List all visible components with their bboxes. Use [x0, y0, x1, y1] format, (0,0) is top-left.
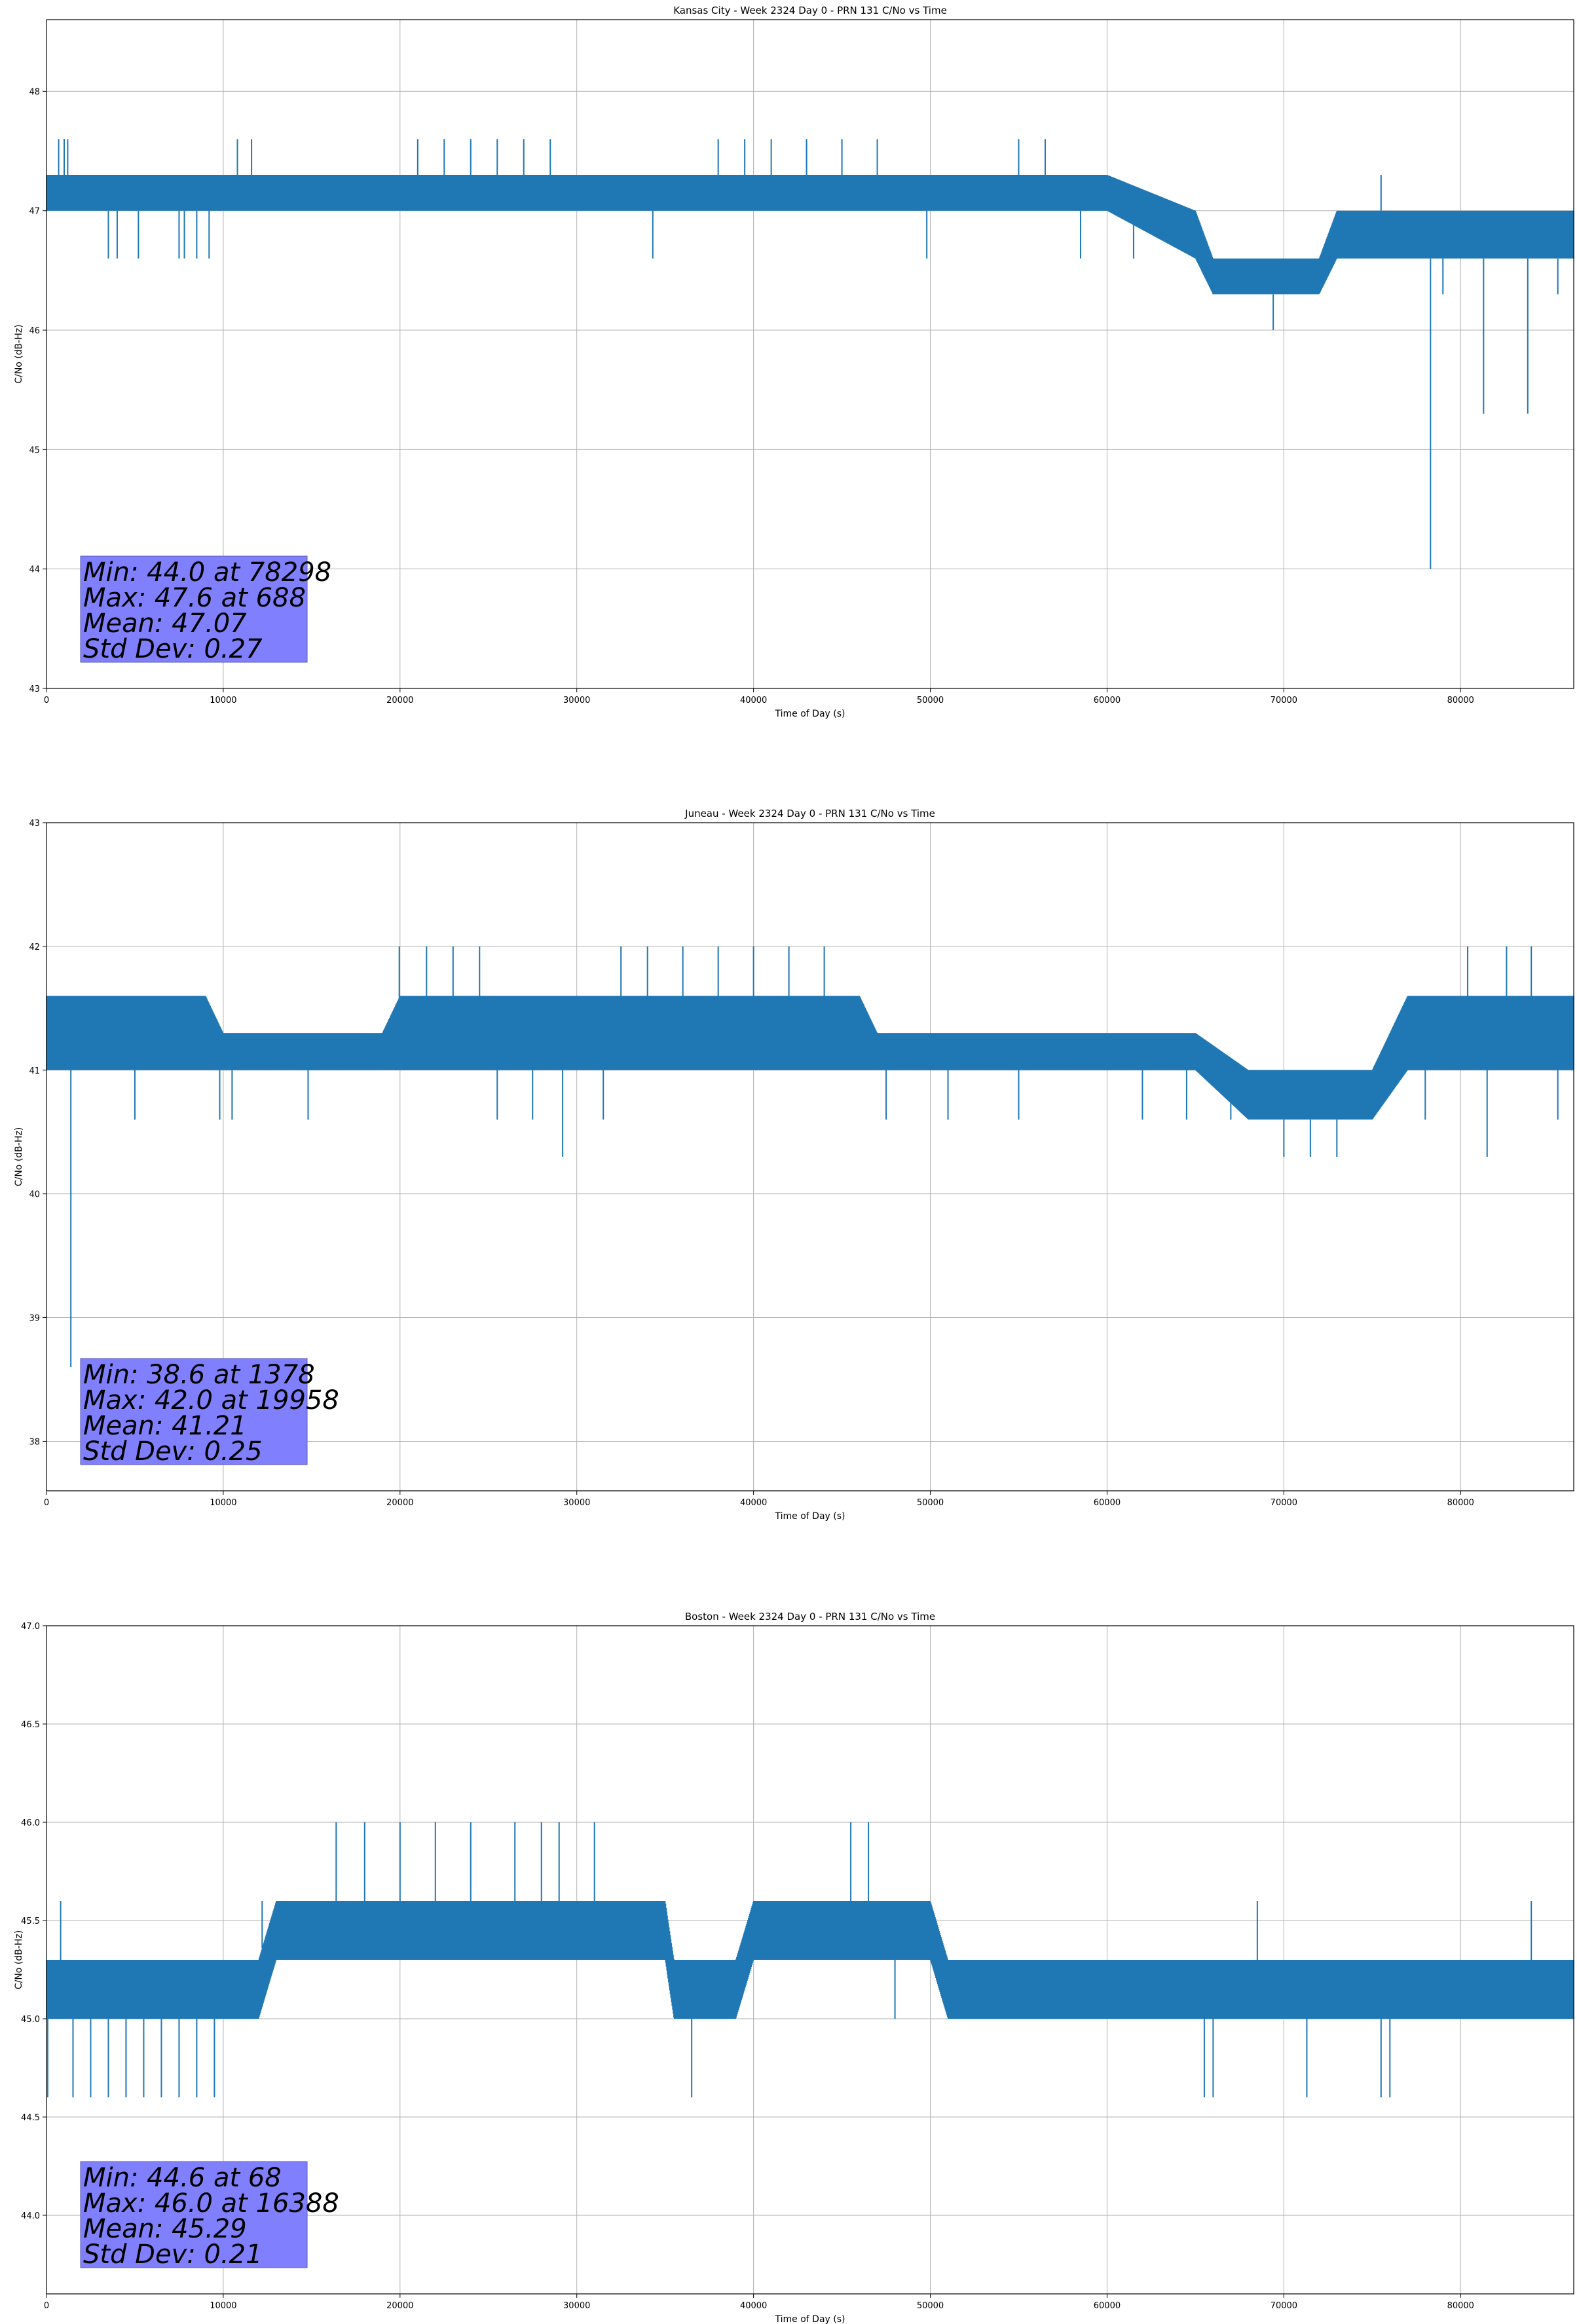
stats-line: Mean: 45.29	[83, 2214, 247, 2244]
y-tick-label: 44.5	[21, 2113, 40, 2123]
stats-box	[80, 2161, 308, 2268]
stats-line: Std Dev: 0.27	[83, 634, 263, 664]
x-tick-label: 50000	[917, 696, 944, 705]
x-tick-label: 30000	[563, 696, 590, 705]
y-tick-label: 42	[29, 943, 40, 952]
x-tick-label: 80000	[1447, 1498, 1474, 1508]
chart-kansas-city: Kansas City - Week 2324 Day 0 - PRN 131 …	[14, 5, 1574, 719]
x-tick-label: 20000	[386, 1498, 413, 1508]
y-tick-label: 46	[29, 326, 40, 336]
x-tick-label: 40000	[740, 1498, 767, 1508]
y-tick-label: 47.0	[21, 1622, 40, 1632]
x-tick-label: 60000	[1094, 2301, 1121, 2311]
x-tick-label: 20000	[386, 696, 413, 705]
y-tick-label: 41	[29, 1066, 40, 1076]
y-axis-label: C/No (dB-Hz)	[14, 1930, 24, 1989]
y-tick-label: 44	[29, 565, 40, 575]
x-tick-label: 40000	[740, 696, 767, 705]
x-tick-label: 10000	[210, 696, 236, 705]
x-tick-label: 0	[44, 1498, 49, 1508]
y-axis-label: C/No (dB-Hz)	[14, 324, 24, 383]
x-tick-label: 50000	[917, 2301, 944, 2311]
x-tick-label: 10000	[210, 2301, 236, 2311]
stats-box	[80, 555, 308, 663]
x-tick-label: 40000	[740, 2301, 767, 2311]
stats-line: Mean: 41.21	[83, 1411, 247, 1441]
x-tick-label: 60000	[1094, 1498, 1121, 1508]
y-axis-label: C/No (dB-Hz)	[14, 1127, 24, 1186]
chart-juneau: Juneau - Week 2324 Day 0 - PRN 131 C/No …	[14, 808, 1574, 1522]
axes-frame	[46, 19, 1574, 689]
y-tick-label: 45.5	[21, 1917, 40, 1926]
y-tick-label: 48	[29, 87, 40, 97]
x-tick-label: 20000	[386, 2301, 413, 2311]
stats-line: Max: 46.0 at 16388	[83, 2188, 339, 2219]
series-line	[46, 174, 1574, 295]
y-tick-label: 47	[29, 207, 40, 217]
stats-line: Min: 44.0 at 78298	[83, 557, 331, 588]
x-tick-label: 30000	[563, 2301, 590, 2311]
stats-line: Min: 38.6 at 1378	[83, 1360, 315, 1390]
y-tick-label: 39	[29, 1314, 40, 1324]
series-line	[46, 996, 1574, 1120]
x-tick-label: 0	[44, 696, 49, 705]
y-tick-label: 45.0	[21, 2015, 40, 2025]
x-tick-label: 70000	[1271, 696, 1297, 705]
chart-title: Boston - Week 2324 Day 0 - PRN 131 C/No …	[685, 1611, 935, 1622]
y-tick-label: 43	[29, 684, 40, 694]
series-line	[46, 1900, 1574, 2019]
x-tick-label: 10000	[210, 1498, 236, 1508]
axes-frame	[46, 822, 1574, 1491]
x-tick-label: 60000	[1094, 696, 1121, 705]
x-axis-label: Time of Day (s)	[775, 2314, 845, 2324]
y-tick-label: 46.5	[21, 1720, 40, 1730]
x-tick-label: 80000	[1447, 696, 1474, 705]
y-tick-label: 45	[29, 445, 40, 455]
x-axis-label: Time of Day (s)	[775, 709, 845, 719]
x-tick-label: 50000	[917, 1498, 944, 1508]
x-tick-label: 70000	[1271, 2301, 1297, 2311]
stats-line: Min: 44.6 at 68	[83, 2163, 282, 2193]
y-tick-label: 38	[29, 1437, 40, 1447]
stats-line: Mean: 47.07	[83, 609, 247, 639]
stats-line: Max: 42.0 at 19958	[83, 1385, 339, 1415]
x-tick-label: 70000	[1271, 1498, 1297, 1508]
stats-line: Max: 47.6 at 688	[83, 583, 306, 613]
axes-frame	[46, 1625, 1574, 2295]
stats-line: Std Dev: 0.21	[83, 2240, 263, 2270]
chart-title: Kansas City - Week 2324 Day 0 - PRN 131 …	[673, 5, 947, 16]
y-tick-label: 46.0	[21, 1818, 40, 1828]
chart-boston: Boston - Week 2324 Day 0 - PRN 131 C/No …	[14, 1611, 1574, 2324]
y-tick-label: 43	[29, 819, 40, 829]
x-tick-label: 0	[44, 2301, 49, 2311]
y-tick-label: 44.0	[21, 2211, 40, 2221]
stats-line: Std Dev: 0.25	[83, 1436, 263, 1467]
y-tick-label: 40	[29, 1190, 40, 1200]
x-tick-label: 80000	[1447, 2301, 1474, 2311]
x-tick-label: 30000	[563, 1498, 590, 1508]
x-axis-label: Time of Day (s)	[775, 1511, 845, 1522]
chart-title: Juneau - Week 2324 Day 0 - PRN 131 C/No …	[684, 808, 935, 819]
stats-box	[80, 1358, 308, 1465]
